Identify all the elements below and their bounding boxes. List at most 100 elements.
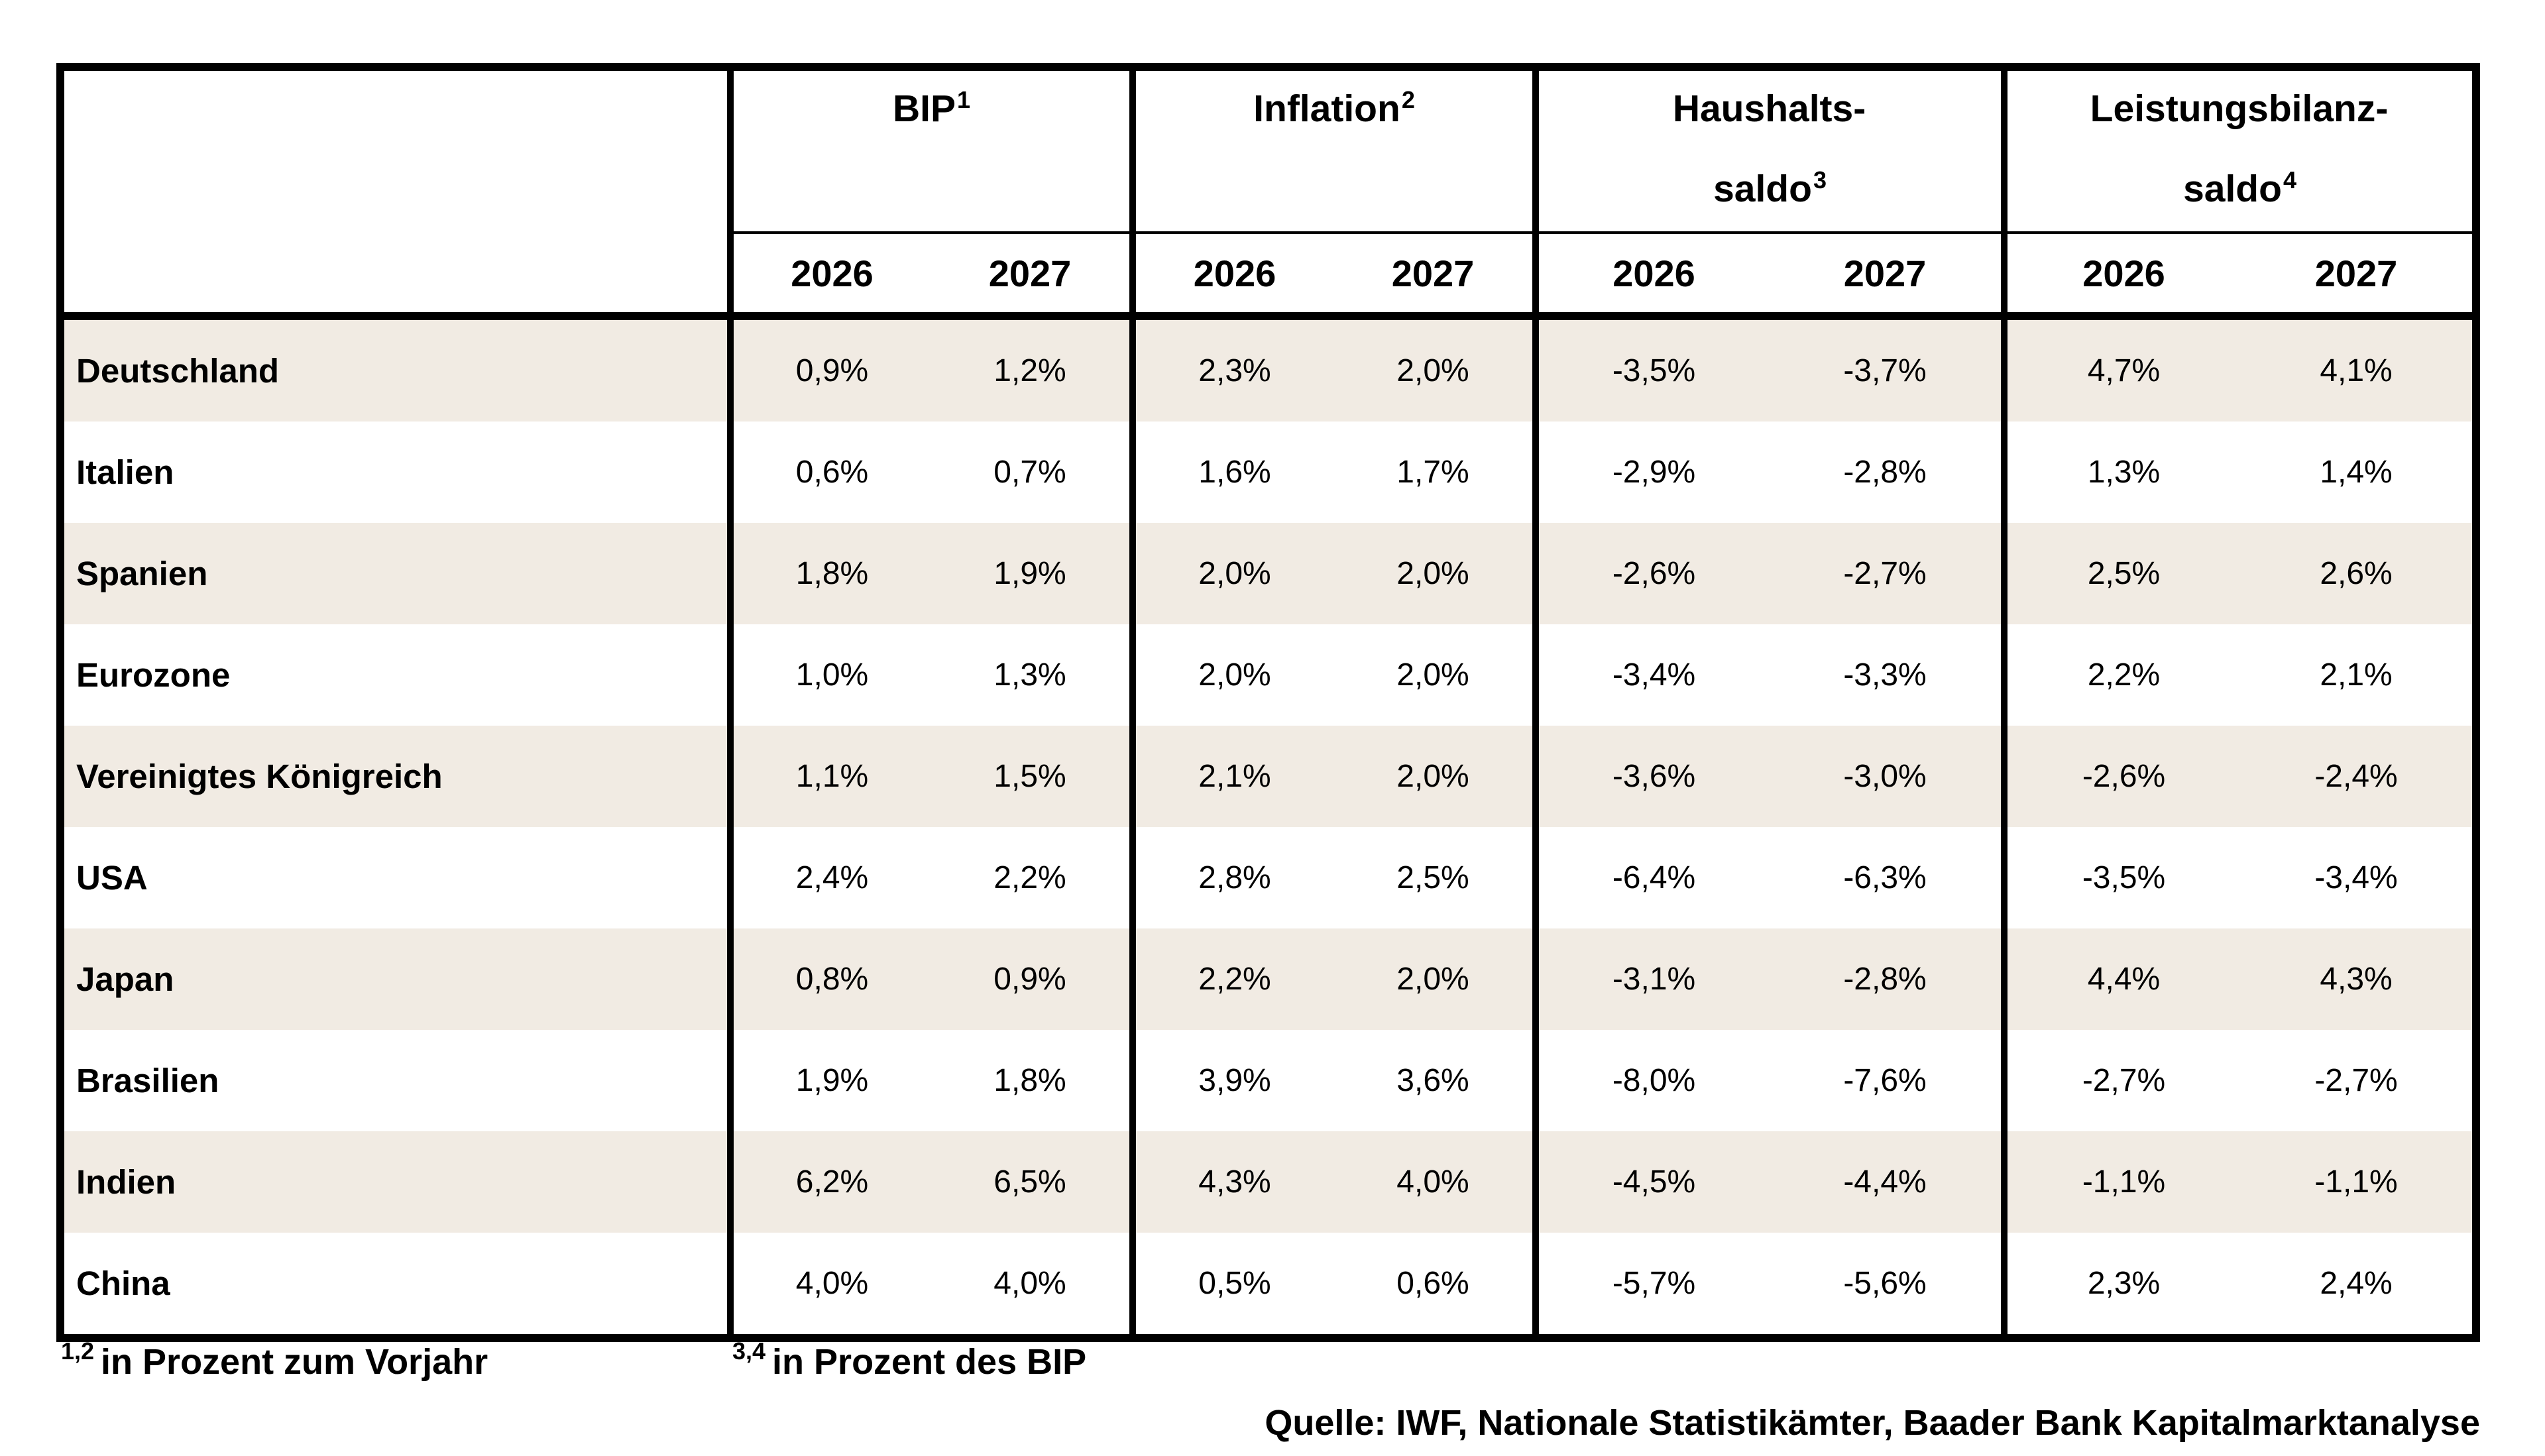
value-cell: -2,9%	[1532, 421, 1769, 523]
value-cell: 0,8%	[727, 928, 931, 1030]
footnote-marker: 4	[2283, 166, 2296, 194]
value-cell: 1,9%	[727, 1030, 931, 1131]
value-cell: 0,9%	[727, 320, 931, 421]
header-title-row: BIP1 Inflation2 Haushalts- saldo3	[64, 71, 2473, 320]
value-cell: -2,8%	[1843, 455, 1927, 490]
value-cell: 4,0%	[727, 1233, 931, 1334]
country-cell: Indien	[64, 1131, 727, 1233]
country-cell: USA	[76, 859, 148, 897]
value-cell: -1,1%	[2240, 1131, 2473, 1233]
country-cell: Japan	[64, 928, 727, 1030]
value-cell: -2,6%	[2001, 726, 2241, 827]
country-cell: Eurozone	[76, 656, 231, 694]
group-label-line2: saldo	[2183, 168, 2282, 210]
group-title-bip: BIP1	[734, 71, 1129, 231]
value-cell: 0,6%	[1396, 1266, 1469, 1301]
value-cell: 2,4%	[2320, 1266, 2393, 1301]
table-row: Deutschland 0,9% 1,2% 2,3% 2,0% -3,5% -3…	[64, 320, 2473, 421]
value-cell: 1,1%	[727, 726, 931, 827]
year-header: 2027	[931, 234, 1129, 320]
footnote-2-superscript: 3,4	[732, 1337, 766, 1365]
value-cell: 6,5%	[931, 1131, 1129, 1233]
group-title-haushaltssaldo: Haushalts- saldo3	[1539, 71, 2001, 231]
value-cell: 2,4%	[727, 827, 931, 928]
forecast-table: BIP1 Inflation2 Haushalts- saldo3	[56, 63, 2481, 1342]
footnote-marker: 3	[1813, 166, 1827, 194]
value-cell: 2,1%	[2320, 657, 2393, 693]
footnote-1-superscript: 1,2	[61, 1337, 95, 1365]
value-cell: -2,8%	[1769, 928, 2002, 1030]
year-header: 2026	[1129, 234, 1333, 320]
value-cell: 0,6%	[727, 421, 931, 523]
value-cell: -3,5%	[2001, 827, 2240, 928]
year-header: 2026	[2001, 234, 2241, 320]
value-cell: -5,6%	[1843, 1266, 1927, 1301]
country-cell: Italien	[76, 453, 174, 491]
table-row: Spanien 1,8% 1,9% 2,0% 2,0% -2,6% -2,7% …	[64, 523, 2473, 624]
value-cell: 2,0%	[1396, 657, 1469, 693]
value-cell: 0,5%	[1129, 1233, 1333, 1334]
year-header: 2026	[727, 234, 931, 320]
country-cell: Deutschland	[64, 320, 727, 421]
group-label: Leistungsbilanz-	[2090, 87, 2389, 130]
value-cell: 6,2%	[727, 1131, 931, 1233]
value-cell: -4,4%	[1769, 1131, 2002, 1233]
group-title-inflation: Inflation2	[1136, 71, 1532, 231]
value-cell: 0,9%	[931, 928, 1129, 1030]
value-cell: -3,7%	[1769, 320, 2002, 421]
footnote-1: 1,2 in Prozent zum Vorjahr	[61, 1337, 488, 1382]
value-cell: 4,0%	[993, 1266, 1066, 1301]
value-cell: -6,3%	[1843, 860, 1927, 895]
country-cell: Brasilien	[76, 1062, 219, 1099]
value-cell: 2,0%	[1333, 928, 1533, 1030]
value-cell: -2,7%	[2001, 1030, 2240, 1131]
value-cell: 1,7%	[1396, 455, 1469, 490]
year-header: 2026	[1532, 234, 1770, 320]
value-cell: 2,1%	[1129, 726, 1333, 827]
table-row: Vereinigtes Königreich 1,1% 1,5% 2,1% 2,…	[64, 726, 2473, 827]
value-cell: 2,5%	[2001, 523, 2241, 624]
value-cell: 2,0%	[1333, 726, 1533, 827]
value-cell: 1,3%	[2001, 421, 2240, 523]
value-cell: -3,4%	[1532, 624, 1769, 726]
group-label: BIP	[892, 87, 956, 130]
value-cell: -3,1%	[1532, 928, 1770, 1030]
table-row: Indien 6,2% 6,5% 4,3% 4,0% -4,5% -4,4% -…	[64, 1131, 2473, 1233]
value-cell: 2,2%	[2001, 624, 2240, 726]
value-cell: 3,9%	[1129, 1030, 1333, 1131]
value-cell: -3,5%	[1532, 320, 1770, 421]
country-cell: China	[76, 1264, 170, 1302]
value-cell: -3,0%	[1769, 726, 2002, 827]
header-year-row: 2026 2027 2026 2027 2026 2027 2026 2027	[64, 234, 2473, 320]
value-cell: 2,0%	[1129, 624, 1333, 726]
value-cell: -2,7%	[2314, 1063, 2398, 1098]
value-cell: 2,2%	[1129, 928, 1333, 1030]
value-cell: -3,6%	[1532, 726, 1770, 827]
group-title-leistungsbilanzsaldo: Leistungsbilanz- saldo4	[2008, 71, 2472, 231]
footnote-1-text: in Prozent zum Vorjahr	[101, 1342, 488, 1382]
country-cell: Spanien	[64, 523, 727, 624]
value-cell: 1,6%	[1129, 421, 1333, 523]
value-cell: 2,0%	[1129, 523, 1333, 624]
value-cell: -1,1%	[2001, 1131, 2241, 1233]
value-cell: 2,3%	[2001, 1233, 2240, 1334]
value-cell: -4,5%	[1532, 1131, 1770, 1233]
value-cell: 3,6%	[1396, 1063, 1469, 1098]
value-cell: 0,7%	[993, 455, 1066, 490]
value-cell: 2,5%	[1396, 860, 1469, 895]
table-row: China 4,0% 4,0% 0,5% 0,6% -5,7% -5,6% 2,…	[64, 1233, 2472, 1334]
table-row: Eurozone 1,0% 1,3% 2,0% 2,0% -3,4% -3,3%…	[64, 624, 2472, 726]
value-cell: 4,7%	[2001, 320, 2241, 421]
table-row: Brasilien 1,9% 1,8% 3,9% 3,6% -8,0% -7,6…	[64, 1030, 2472, 1131]
group-label: Inflation	[1253, 87, 1400, 130]
value-cell: 1,5%	[931, 726, 1129, 827]
value-cell: 1,9%	[931, 523, 1129, 624]
value-cell: 4,3%	[1129, 1131, 1333, 1233]
year-header: 2027	[1769, 234, 2002, 320]
value-cell: -3,4%	[2314, 860, 2398, 895]
col-group-bip: BIP1	[727, 71, 1129, 234]
group-label: Haushalts-	[1672, 87, 1866, 130]
value-cell: 2,2%	[993, 860, 1066, 895]
footnote-2: 3,4 in Prozent des BIP	[732, 1337, 1086, 1382]
